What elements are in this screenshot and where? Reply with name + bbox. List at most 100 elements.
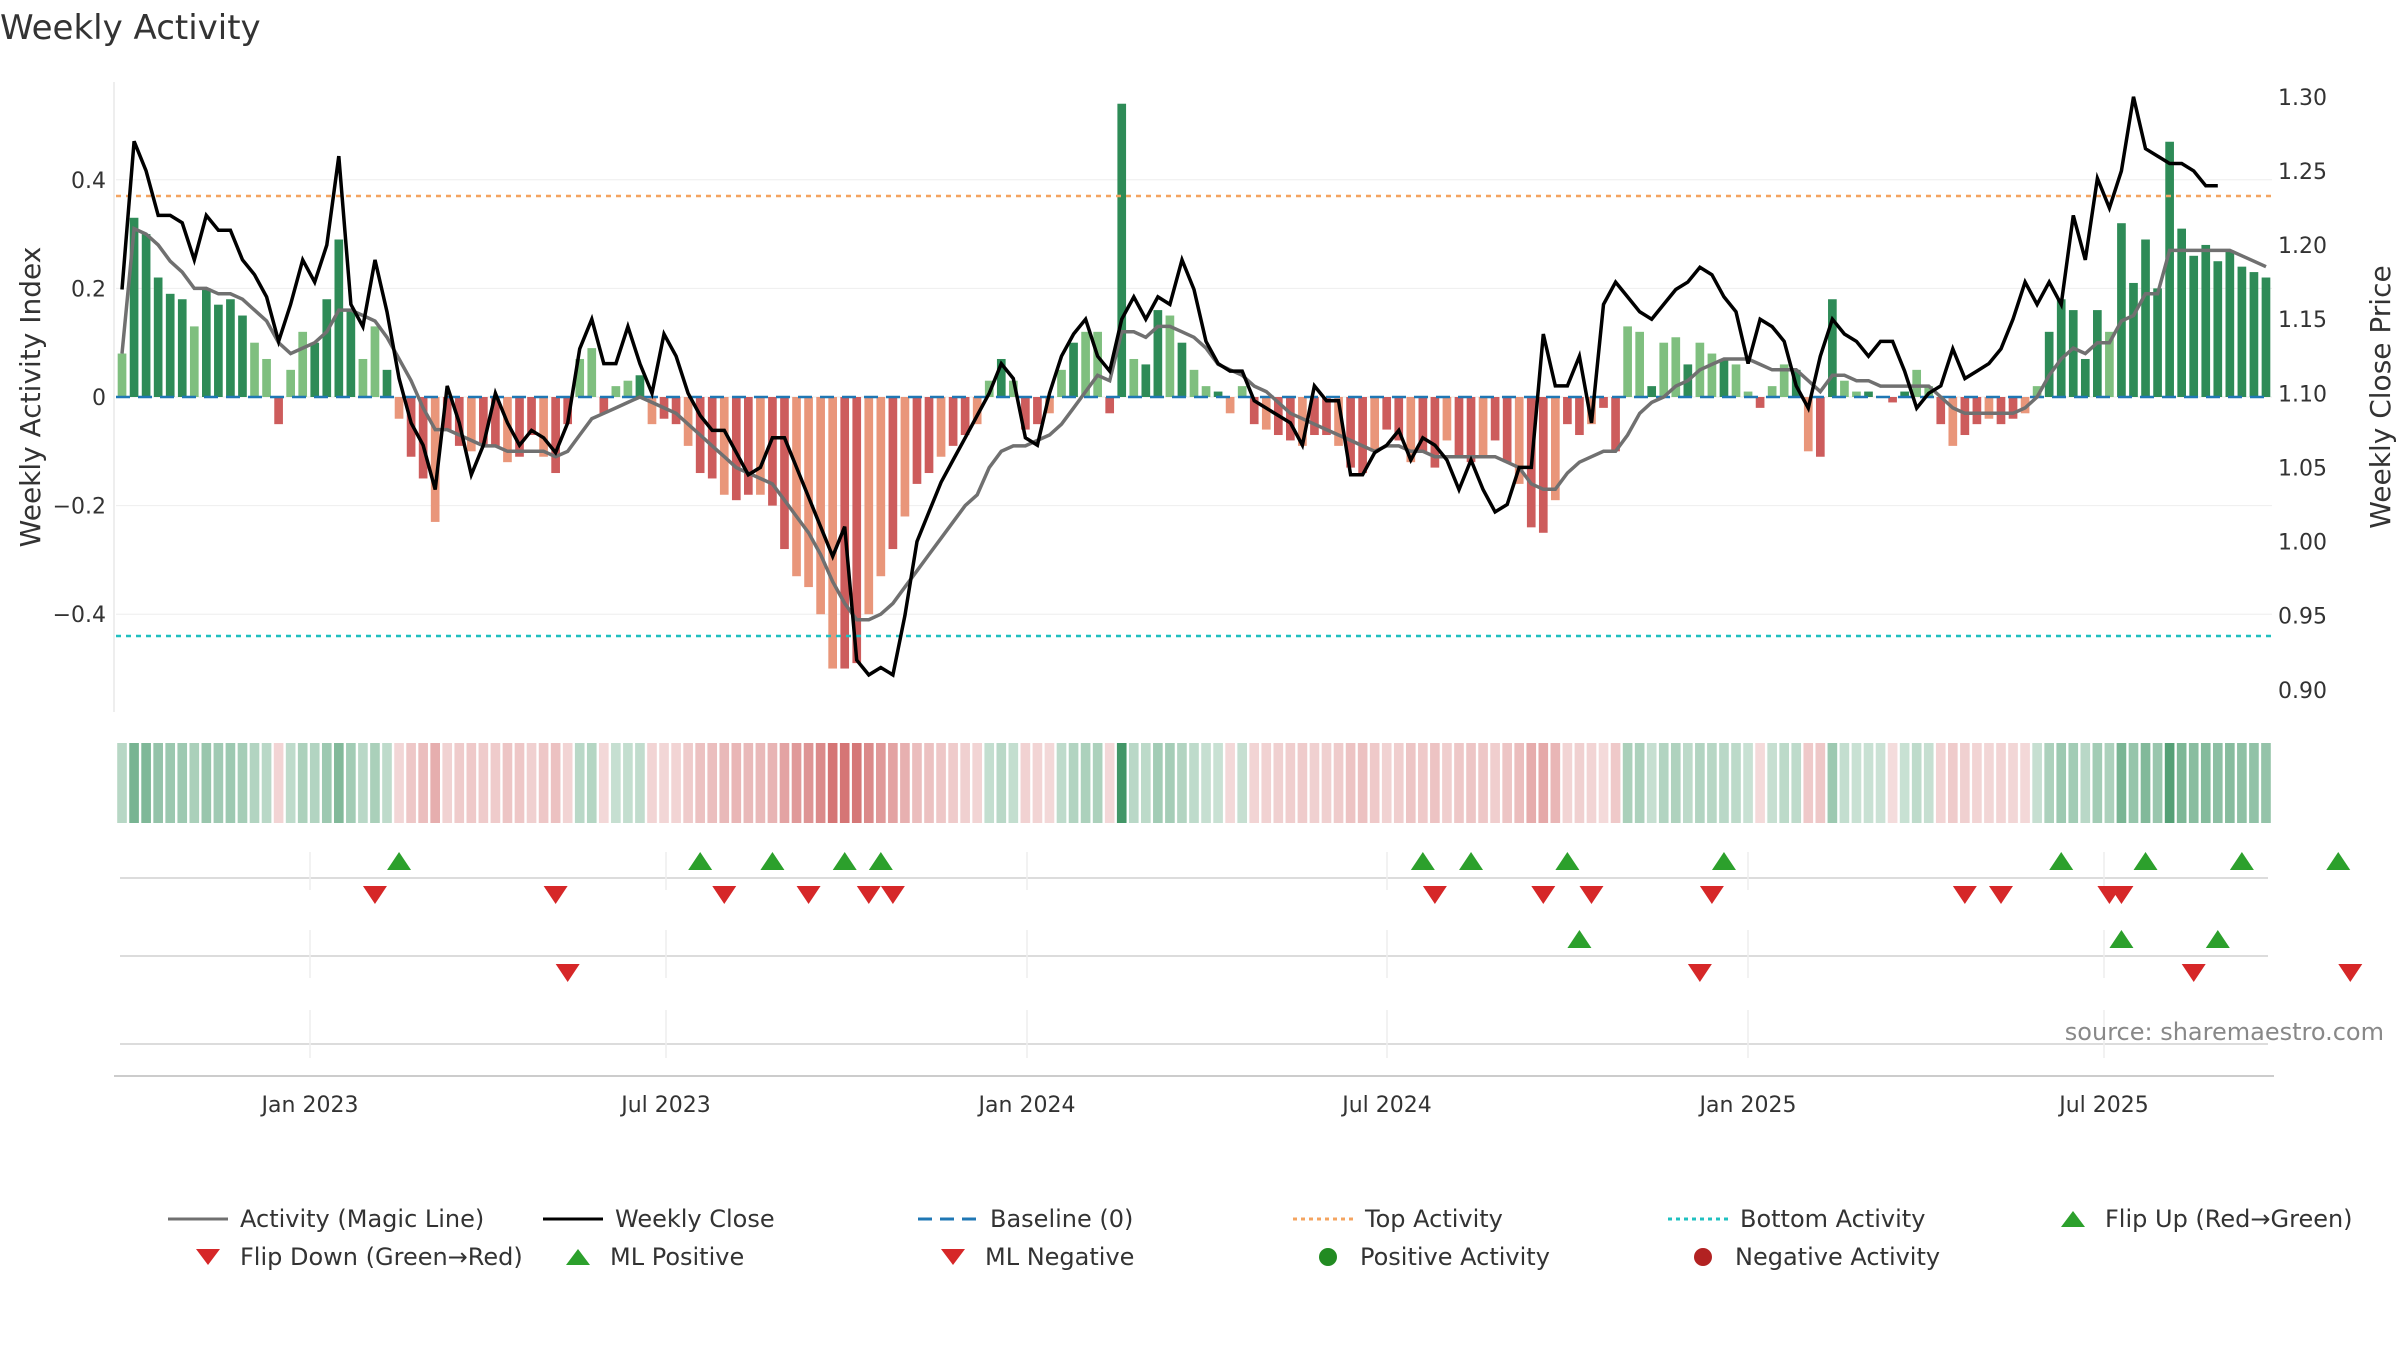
heat-cell <box>394 743 404 823</box>
triangle-up-marker <box>2229 852 2254 870</box>
heat-cell <box>201 743 212 823</box>
activity-bar <box>1093 331 1102 397</box>
activity-bar <box>262 358 271 397</box>
triangle-up-marker <box>1410 852 1435 870</box>
heat-cell <box>1670 743 1681 823</box>
heat-cell <box>1538 743 1549 823</box>
heat-cell <box>1972 743 1982 823</box>
activity-bar <box>2080 358 2090 397</box>
activity-bar <box>864 397 874 615</box>
activity-bar <box>286 369 295 397</box>
heat-cell <box>2092 743 2103 823</box>
activity-bar <box>1707 353 1717 397</box>
activity-bar <box>442 397 452 430</box>
legend-ml-positive-label: ML Positive <box>610 1243 745 1271</box>
heat-cell <box>1935 743 1946 823</box>
heat-cell <box>1731 743 1741 823</box>
triangle-down-marker <box>2097 886 2122 904</box>
triangle-up-marker <box>1459 852 1484 870</box>
heat-cell <box>1273 743 1284 823</box>
triangle-down-marker <box>543 886 568 904</box>
activity-bar <box>792 397 801 577</box>
activity-bar <box>2068 310 2078 397</box>
heat-cell <box>1249 743 1260 823</box>
y2-tick-label: 0.95 <box>2278 605 2327 630</box>
heat-cell <box>827 743 838 823</box>
heat-cell <box>1225 743 1235 823</box>
activity-bar <box>2008 397 2018 419</box>
heat-cell <box>249 743 260 823</box>
heat-cell <box>996 743 1007 823</box>
activity-bar <box>1779 364 1789 397</box>
heat-cell <box>1430 743 1440 823</box>
lines <box>116 96 2272 678</box>
activity-bar <box>1394 397 1404 441</box>
activity-bar <box>744 397 753 495</box>
activity-bar <box>2201 244 2211 397</box>
activity-bar <box>129 217 139 397</box>
triangle-up-marker <box>2326 852 2351 870</box>
activity-bar <box>1286 397 1295 441</box>
heat-cell <box>1466 743 1476 823</box>
heat-cell <box>2056 743 2067 823</box>
activity-bar <box>1153 310 1163 397</box>
heat-cell <box>1984 743 1994 823</box>
heat-cell <box>1526 743 1537 823</box>
activity-bar <box>334 239 344 397</box>
activity-bar <box>1960 397 1970 436</box>
activity-bar <box>731 397 741 501</box>
heat-cell <box>189 743 200 823</box>
activity-bar <box>2189 255 2199 397</box>
heat-cell <box>695 743 705 823</box>
activity-bar <box>1996 397 2006 425</box>
activity-bar <box>1033 397 1042 425</box>
activity-bar <box>1189 369 1199 397</box>
legend-bottom-activity: Bottom Activity <box>1668 1205 1925 1233</box>
activity-bar <box>1045 397 1054 414</box>
heat-cell <box>719 743 730 823</box>
triangle-down-marker <box>362 886 387 904</box>
x-tick-label: Jan 2024 <box>977 1093 1076 1118</box>
heat-cell <box>1056 743 1067 823</box>
activity-bar <box>2105 331 2114 397</box>
heat-cell <box>1574 743 1585 823</box>
activity-bar <box>1249 397 1259 425</box>
heat-cell <box>1177 743 1187 823</box>
activity-bar <box>1599 397 1608 408</box>
heat-cell <box>731 743 742 823</box>
triangle-down-marker <box>2338 964 2363 982</box>
activity-bar <box>1623 326 1632 397</box>
triangle-up-marker <box>760 852 785 870</box>
activity-bars <box>117 103 2271 669</box>
heat-cell <box>671 743 681 823</box>
heat-cell <box>2020 743 2030 823</box>
heat-cell <box>1719 743 1729 823</box>
activity-bar <box>1502 397 1512 463</box>
legend-flip-up: Flip Up (Red→Green) <box>2053 1205 2353 1233</box>
heat-cell <box>1658 743 1669 823</box>
heat-cell <box>755 743 766 823</box>
heat-cell <box>382 743 392 823</box>
heat-cell <box>2176 743 2187 823</box>
activity-bar <box>1334 397 1343 446</box>
legend-weekly-close-label: Weekly Close <box>615 1205 775 1233</box>
heat-cell <box>285 743 296 823</box>
heat-cell <box>1960 743 1970 823</box>
activity-bar <box>1731 364 1741 397</box>
triangle-down-marker <box>712 886 737 904</box>
heat-cell <box>1333 743 1344 823</box>
heat-cell <box>153 743 163 823</box>
activity-bar <box>816 397 825 615</box>
activity-bar <box>503 397 512 463</box>
heat-cell <box>1610 743 1621 823</box>
activity-bar <box>599 397 609 414</box>
activity-bar <box>1310 397 1319 436</box>
activity-bar <box>1719 358 1729 397</box>
legend-negative-activity: Negative Activity <box>1683 1243 1940 1271</box>
activity-bar <box>1767 386 1777 397</box>
heat-cell <box>1297 743 1308 823</box>
activity-bar <box>141 234 151 397</box>
activity-bar <box>1743 391 1753 397</box>
legend-weekly-close: Weekly Close <box>543 1205 775 1233</box>
activity-bar <box>1081 331 1090 397</box>
